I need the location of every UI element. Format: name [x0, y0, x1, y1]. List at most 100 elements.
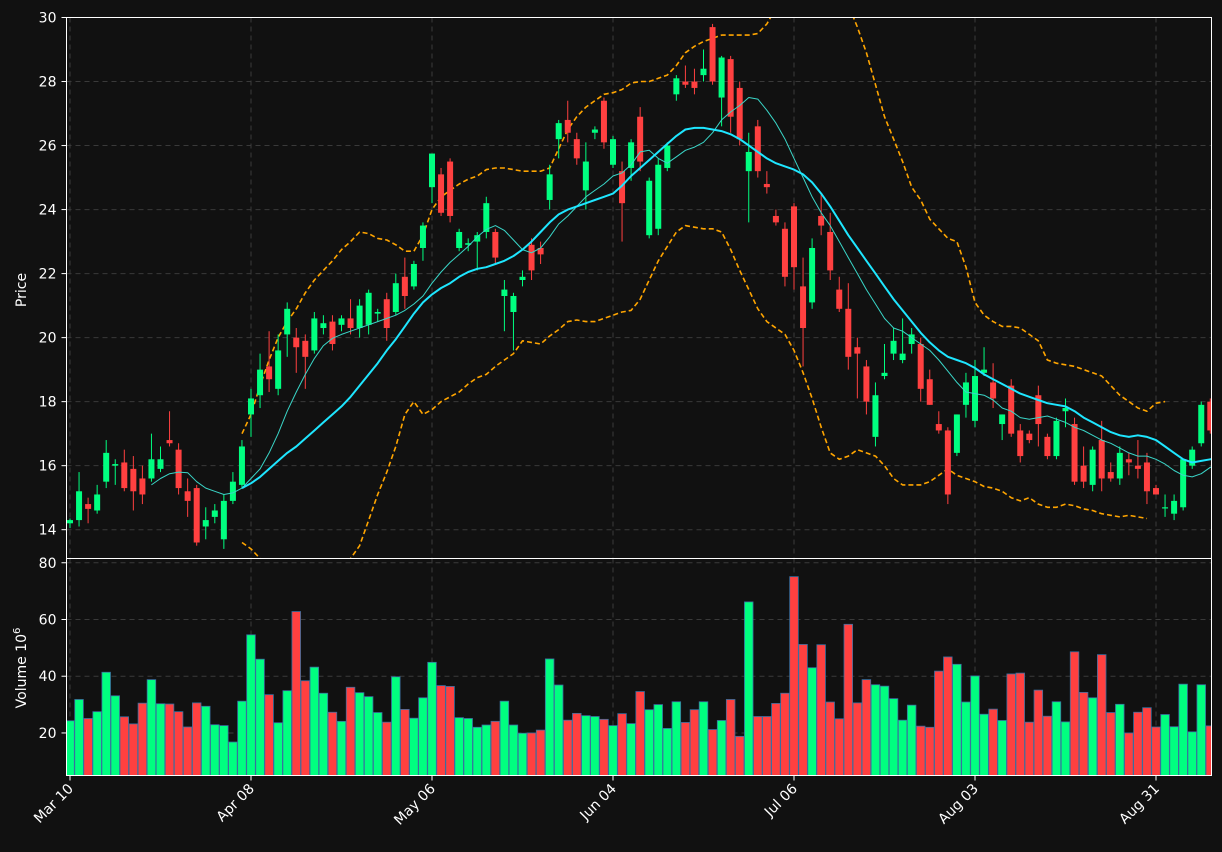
volume-bar — [318, 692, 329, 776]
volume-axis-label-text: Volume 10 — [14, 634, 30, 708]
volume-bar — [544, 658, 555, 776]
candle-body — [103, 452, 110, 482]
volume-bar — [843, 623, 854, 776]
volume-bar — [155, 703, 166, 776]
volume-bar — [572, 712, 582, 776]
price-tick-label: 22 — [39, 267, 57, 283]
volume-bar — [563, 719, 573, 776]
candle-body — [1180, 459, 1187, 508]
volume-bar — [146, 679, 157, 776]
candle-body — [944, 430, 951, 495]
volume-bar — [653, 704, 663, 776]
volume-tick-label: 40 — [39, 669, 57, 685]
candle-body — [365, 292, 372, 325]
volume-bar — [1106, 712, 1116, 776]
volume-bar — [599, 718, 609, 776]
candle-body — [1062, 408, 1069, 412]
candle-body — [1162, 507, 1169, 509]
candle-body — [528, 244, 535, 271]
candle-body — [1098, 440, 1105, 479]
candle-body — [148, 459, 155, 479]
candle-body — [736, 87, 743, 140]
candle-body — [700, 68, 707, 76]
volume-bar — [219, 725, 229, 776]
volume-bar — [680, 722, 691, 776]
candle-body — [419, 225, 426, 248]
volume-bar — [816, 644, 826, 776]
volume-bar — [535, 729, 546, 776]
bollinger-bands — [241, 17, 1166, 559]
volume-bar — [626, 723, 636, 776]
volume-bars — [66, 576, 1212, 776]
volume-bar — [119, 716, 130, 776]
volume-bar — [979, 713, 989, 776]
volume-bar — [879, 685, 890, 776]
volume-bar — [454, 717, 464, 776]
candle-body — [881, 372, 888, 377]
volume-bar — [1196, 684, 1206, 776]
candle-body — [1107, 472, 1114, 479]
candle-body — [546, 174, 553, 200]
volume-bar — [952, 663, 962, 776]
volume-bar — [961, 701, 971, 776]
candle-body — [591, 129, 598, 133]
volume-bar — [327, 711, 338, 776]
volume-bar — [1087, 697, 1098, 776]
candle-body — [1008, 385, 1015, 434]
candle-body — [990, 382, 997, 399]
volume-bar — [382, 721, 392, 776]
candle-body — [193, 488, 200, 543]
candle-body — [1035, 395, 1042, 425]
volume-bar — [92, 711, 102, 776]
candle-body — [682, 81, 689, 85]
candle-body — [248, 398, 254, 415]
volume-bar — [1078, 691, 1089, 776]
price-tick-label: 30 — [39, 11, 57, 27]
volume-bar — [445, 686, 455, 776]
volume-bar — [291, 611, 301, 776]
candle-body — [302, 340, 309, 357]
candle-body — [781, 228, 788, 277]
volume-bar — [780, 692, 790, 776]
volume-bar — [336, 720, 347, 776]
volume-bar — [1187, 731, 1197, 776]
volume-bar — [137, 702, 148, 776]
volume-bar — [264, 694, 274, 776]
volume-bar — [988, 708, 998, 776]
volume-bar — [1051, 701, 1062, 776]
candle-body — [655, 164, 662, 229]
volume-bar — [1060, 721, 1071, 776]
volume-bar — [789, 576, 799, 776]
candle-body — [890, 340, 897, 354]
candle-body — [800, 286, 807, 329]
volume-bar — [490, 720, 501, 776]
candle-body — [85, 504, 92, 509]
volume-bar — [970, 675, 980, 776]
candle-body — [1026, 433, 1033, 441]
volume-bar — [744, 601, 754, 776]
volume-bar — [273, 722, 283, 776]
volume-bar — [436, 685, 446, 776]
candle-body — [438, 174, 445, 213]
moving-average-fast-line — [151, 97, 1212, 495]
candle-body — [610, 139, 616, 165]
candle-body — [854, 347, 861, 354]
candle-body — [329, 321, 336, 345]
candle-body — [628, 142, 635, 168]
candle-body — [293, 337, 300, 348]
volume-bar — [707, 729, 718, 776]
candle-body — [311, 318, 318, 351]
volume-bar — [1033, 689, 1044, 776]
volume-bar — [1133, 711, 1143, 776]
volume-panel-frame — [66, 558, 1212, 776]
candle-body — [474, 235, 481, 242]
candle-body — [202, 520, 209, 527]
volume-bar — [237, 700, 247, 776]
candle-body — [564, 119, 571, 133]
volume-tick-label: 20 — [39, 726, 57, 742]
candle-body — [1171, 500, 1178, 514]
candle-body — [709, 27, 716, 82]
candle-body — [229, 481, 236, 501]
candle-body — [863, 366, 870, 402]
